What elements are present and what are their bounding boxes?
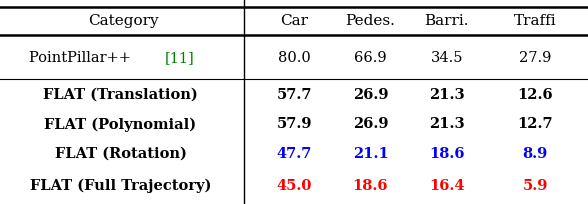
Text: Traffi: Traffi <box>514 14 556 28</box>
Text: 57.9: 57.9 <box>276 118 312 131</box>
Text: PointPillar++: PointPillar++ <box>29 51 136 65</box>
Text: FLAT (Translation): FLAT (Translation) <box>43 88 198 102</box>
Text: 34.5: 34.5 <box>430 51 463 65</box>
Text: 47.7: 47.7 <box>276 147 312 161</box>
Text: 21.1: 21.1 <box>353 147 388 161</box>
Text: 12.7: 12.7 <box>517 118 553 131</box>
Text: 16.4: 16.4 <box>429 179 465 193</box>
Text: 26.9: 26.9 <box>353 88 388 102</box>
Text: FLAT (Full Trajectory): FLAT (Full Trajectory) <box>30 178 211 193</box>
Text: 12.6: 12.6 <box>517 88 553 102</box>
Text: FLAT (Rotation): FLAT (Rotation) <box>55 147 186 161</box>
Text: FLAT (Polynomial): FLAT (Polynomial) <box>45 117 196 132</box>
Text: Barri.: Barri. <box>425 14 469 28</box>
Text: 45.0: 45.0 <box>276 179 312 193</box>
Text: 5.9: 5.9 <box>522 179 548 193</box>
Text: Pedes.: Pedes. <box>346 14 395 28</box>
Text: 21.3: 21.3 <box>429 118 465 131</box>
Text: 18.6: 18.6 <box>353 179 388 193</box>
Text: 80.0: 80.0 <box>278 51 310 65</box>
Text: 66.9: 66.9 <box>354 51 387 65</box>
Text: 27.9: 27.9 <box>519 51 552 65</box>
Text: [11]: [11] <box>165 51 194 65</box>
Text: Category: Category <box>88 14 159 28</box>
Text: Car: Car <box>280 14 308 28</box>
Text: 8.9: 8.9 <box>523 147 547 161</box>
Text: 26.9: 26.9 <box>353 118 388 131</box>
Text: 21.3: 21.3 <box>429 88 465 102</box>
Text: 18.6: 18.6 <box>429 147 465 161</box>
Text: 57.7: 57.7 <box>276 88 312 102</box>
